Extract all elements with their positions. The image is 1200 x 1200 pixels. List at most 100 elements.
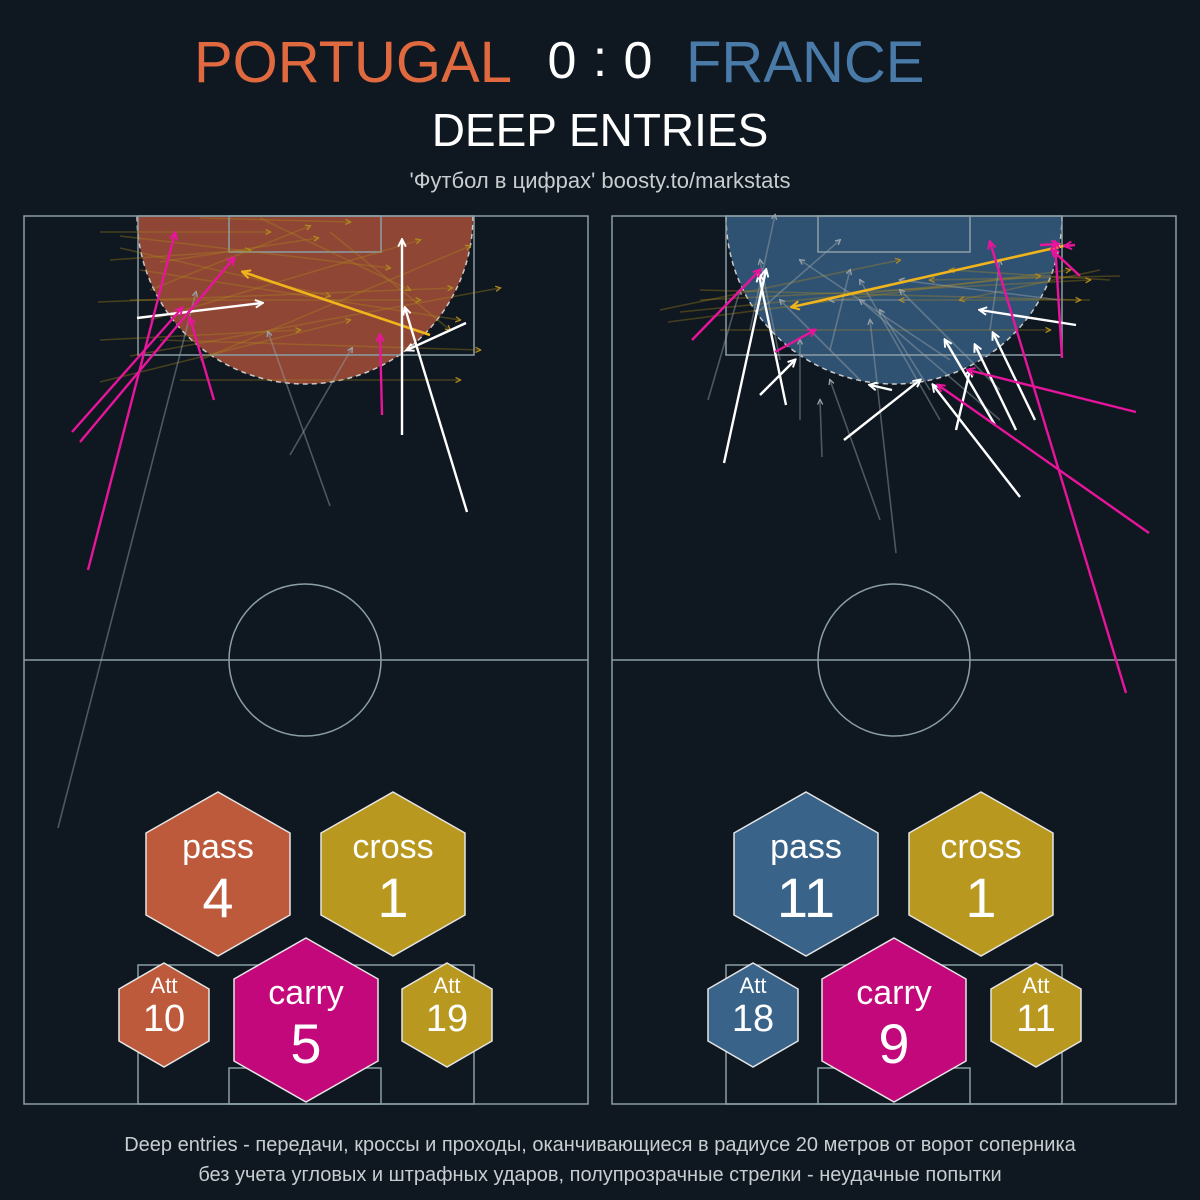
failed-pass-arrow — [759, 240, 840, 311]
page-subtitle: 'Футбол в цифрах' boosty.to/markstats — [410, 168, 791, 193]
cross-label: cross — [352, 828, 433, 866]
pass-arrow — [136, 303, 262, 320]
pass-arrow — [759, 275, 788, 406]
failed-pass-arrow — [289, 348, 352, 456]
cross-arrow — [792, 243, 1069, 307]
arrows-portugal — [57, 217, 500, 829]
stat-hex-carry-france: carry 9 — [821, 937, 967, 1103]
pass-arrow — [945, 340, 997, 426]
footer-note-line-2: без учета угловых и штрафных ударов, пол… — [198, 1164, 1001, 1186]
score-away: 0 — [624, 32, 653, 90]
failed-cross-arrow — [679, 276, 1040, 313]
failed-pass-arrow — [707, 290, 740, 401]
footer-note-line-1: Deep entries - передачи, кроссы и проход… — [124, 1134, 1076, 1156]
pass-arrow — [759, 360, 795, 396]
carry-arrow — [968, 370, 1137, 414]
carry-arrow — [71, 308, 182, 433]
pass-arrow — [722, 270, 766, 464]
stat-hex-cross-france: cross 1 — [908, 791, 1054, 957]
pass-arrow — [870, 385, 893, 392]
cross-count: 1 — [965, 866, 996, 929]
stat-hex-pass-france: pass 11 — [733, 791, 879, 957]
pitch-france — [611, 48, 1177, 1105]
pass-count: 11 — [777, 866, 835, 929]
failed-cross-arrow — [930, 275, 1121, 280]
danger-zone-france — [725, 216, 1063, 385]
att-label: Att — [1023, 973, 1050, 998]
failed-pass-arrow — [800, 260, 951, 361]
failed-pass-arrow — [820, 400, 822, 458]
failed-pass-arrow — [860, 300, 1001, 421]
failed-pass-arrow — [780, 300, 861, 381]
carry-arrow — [1065, 245, 1076, 246]
carry-arrow — [1052, 250, 1081, 277]
carry-count: 5 — [290, 1012, 321, 1075]
att-label: Att — [151, 973, 178, 998]
pass-label: pass — [770, 828, 842, 866]
carry-arrow — [380, 335, 382, 416]
stat-hex-carry-portugal: carry 5 — [233, 937, 379, 1103]
failed-pass-arrow — [57, 292, 196, 829]
failed-cross-arrow — [950, 270, 1111, 281]
score-home: 0 — [548, 32, 577, 90]
att-label: Att — [740, 973, 767, 998]
pass-arrow — [975, 345, 1018, 431]
failed-pass-arrow — [870, 320, 897, 554]
pass-attempts: 18 — [732, 998, 774, 1040]
failed-cross-arrow — [259, 217, 410, 290]
pass-count: 4 — [202, 866, 233, 929]
six-yard-box-top — [228, 215, 382, 253]
att-label: Att — [434, 973, 461, 998]
pass-arrow — [407, 321, 467, 350]
failed-cross-arrow — [329, 231, 450, 330]
score-separator: : — [593, 30, 607, 88]
pass-arrow — [405, 308, 469, 513]
failed-cross-arrow — [159, 339, 480, 350]
carry-arrow — [990, 242, 1128, 694]
carry-arrow — [691, 270, 760, 341]
stat-hex-pass-attempts-france: Att 18 — [707, 962, 799, 1068]
center-circle — [228, 583, 382, 737]
failed-cross-arrow — [667, 270, 1070, 323]
stat-hex-pass-attempts-portugal: Att 10 — [118, 962, 210, 1068]
cross-label: cross — [940, 828, 1021, 866]
six-yard-box-top — [817, 215, 971, 253]
pass-arrow — [843, 380, 920, 441]
failed-cross-arrow — [159, 238, 318, 263]
failed-pass-arrow — [830, 380, 881, 521]
cross-attempts: 19 — [426, 998, 468, 1040]
failed-pass-arrow — [829, 270, 850, 351]
failed-pass-arrow — [268, 332, 331, 507]
pass-arrow — [933, 385, 1021, 498]
carry-arrow — [190, 318, 216, 401]
cross-attempts: 11 — [1016, 998, 1055, 1040]
failed-cross-arrow — [699, 280, 1090, 301]
failed-cross-arrow — [960, 269, 1101, 300]
home-team-name: PORTUGAL — [194, 30, 512, 95]
failed-cross-arrow — [109, 250, 250, 261]
arrows-france — [659, 215, 1150, 694]
carry-arrow — [938, 385, 1150, 534]
failed-pass-arrow — [880, 310, 931, 391]
failed-cross-arrow — [119, 247, 330, 296]
failed-cross-arrow — [129, 288, 500, 357]
stat-hex-cross-attempts-portugal: Att 19 — [401, 962, 493, 1068]
cross-count: 1 — [377, 866, 408, 929]
failed-cross-arrow — [99, 320, 350, 383]
carry-arrow — [86, 233, 175, 571]
failed-pass-arrow — [860, 280, 941, 421]
stat-hex-pass-portugal: pass 4 — [145, 791, 291, 957]
center-circle — [817, 583, 971, 737]
failed-cross-arrow — [199, 217, 350, 222]
failed-cross-arrow — [119, 235, 390, 268]
page-title: DEEP ENTRIES — [432, 104, 769, 156]
cross-arrow — [243, 272, 431, 337]
away-team-name: FRANCE — [686, 30, 924, 95]
carry-count: 9 — [878, 1012, 909, 1075]
carry-arrow — [79, 258, 234, 443]
danger-zone-portugal — [136, 216, 474, 385]
carry-label: carry — [268, 974, 344, 1012]
pass-label: pass — [182, 828, 254, 866]
carry-label: carry — [856, 974, 932, 1012]
